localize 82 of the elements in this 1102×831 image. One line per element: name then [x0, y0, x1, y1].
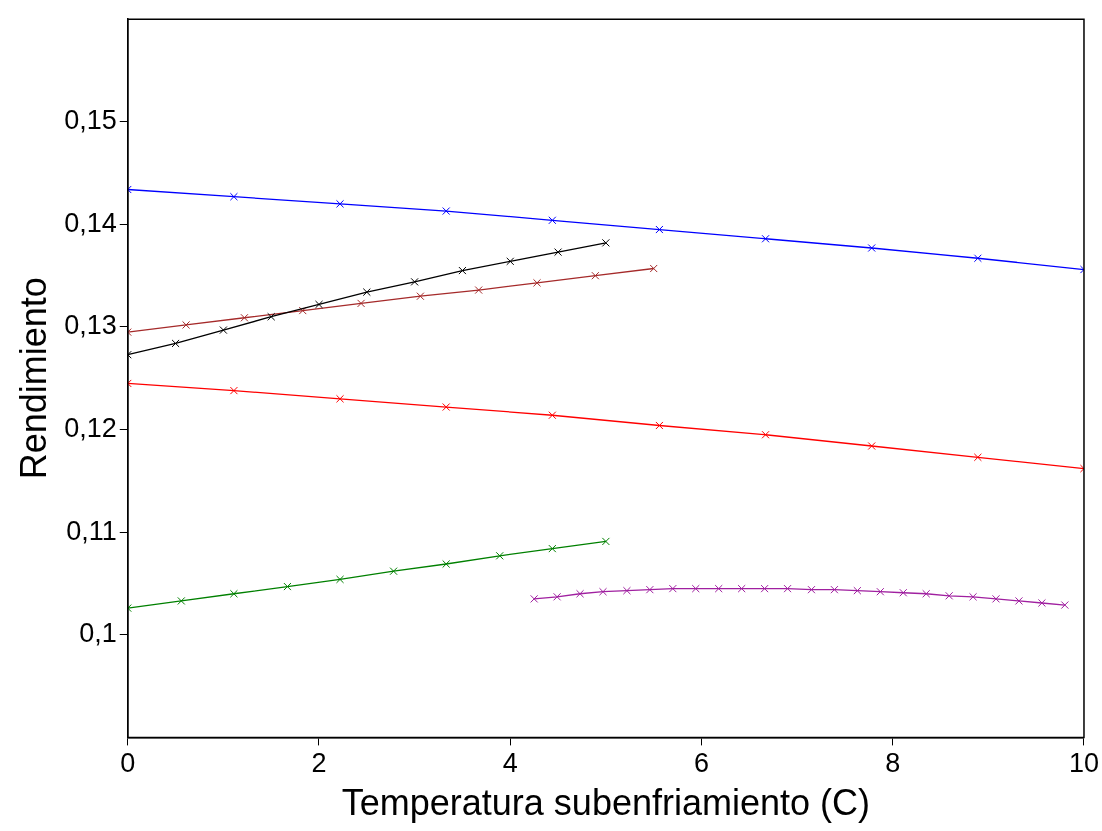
x-tick-label: 0 — [120, 748, 136, 779]
point — [283, 582, 292, 591]
point — [876, 587, 885, 596]
point — [761, 234, 770, 243]
point — [945, 591, 954, 600]
point — [314, 300, 324, 309]
point — [830, 585, 839, 594]
point — [899, 588, 908, 597]
point — [601, 537, 610, 546]
point — [973, 453, 982, 462]
x-tick-label: 8 — [885, 748, 901, 779]
point — [495, 551, 504, 560]
point — [229, 192, 238, 201]
point — [336, 575, 345, 584]
point — [668, 584, 677, 593]
point — [973, 254, 982, 263]
point — [867, 441, 876, 451]
point — [760, 584, 769, 593]
point — [1014, 596, 1023, 605]
point — [219, 326, 228, 335]
y-tick-label: 0,12 — [64, 413, 117, 444]
y-tick-label: 0,13 — [64, 310, 117, 341]
x-tick-label: 2 — [311, 748, 327, 779]
point — [783, 584, 792, 593]
point — [867, 243, 876, 253]
point — [922, 589, 931, 598]
point — [645, 585, 654, 594]
point — [362, 288, 371, 297]
x-tick-label: 4 — [502, 748, 518, 779]
point — [410, 277, 419, 286]
point — [649, 264, 658, 273]
point — [761, 430, 770, 439]
point — [442, 559, 451, 569]
point — [474, 286, 483, 295]
point — [591, 271, 600, 280]
point — [737, 584, 746, 593]
point — [298, 306, 307, 315]
point — [442, 207, 451, 216]
point — [1060, 601, 1069, 610]
point — [553, 592, 562, 601]
point — [171, 339, 180, 348]
point — [506, 257, 515, 266]
point — [357, 299, 366, 308]
point — [576, 589, 585, 598]
point — [853, 586, 862, 595]
point — [416, 292, 425, 301]
point — [389, 567, 398, 576]
point — [182, 320, 191, 329]
point — [229, 589, 238, 598]
point — [655, 225, 664, 234]
point — [532, 278, 542, 287]
point — [336, 394, 345, 403]
y-tick-label: 0,14 — [64, 207, 117, 238]
y-tick-label: 0,11 — [66, 515, 117, 546]
point — [548, 411, 557, 420]
point — [548, 216, 557, 225]
x-tick-label: 6 — [693, 748, 710, 779]
x-axis-title: Temperatura subenfriamiento (C) — [341, 782, 870, 824]
point — [336, 199, 345, 208]
point — [807, 585, 816, 594]
point — [267, 312, 276, 321]
point — [554, 248, 563, 257]
point — [598, 587, 608, 596]
point — [991, 594, 1001, 603]
point — [548, 544, 557, 553]
point — [240, 313, 249, 322]
y-axis-title: Rendimiento — [12, 277, 54, 480]
point — [442, 402, 451, 412]
point — [229, 386, 238, 395]
point — [655, 421, 664, 430]
point — [601, 238, 610, 247]
point — [691, 584, 700, 593]
point — [177, 596, 186, 605]
y-tick-label: 0,15 — [64, 105, 117, 136]
point — [622, 586, 631, 595]
point — [1037, 598, 1046, 608]
x-tick-label: 10 — [1068, 748, 1100, 779]
point — [714, 584, 723, 593]
point — [458, 266, 467, 275]
y-tick-label: 0,1 — [79, 618, 117, 649]
point — [530, 594, 539, 603]
point — [969, 592, 978, 601]
